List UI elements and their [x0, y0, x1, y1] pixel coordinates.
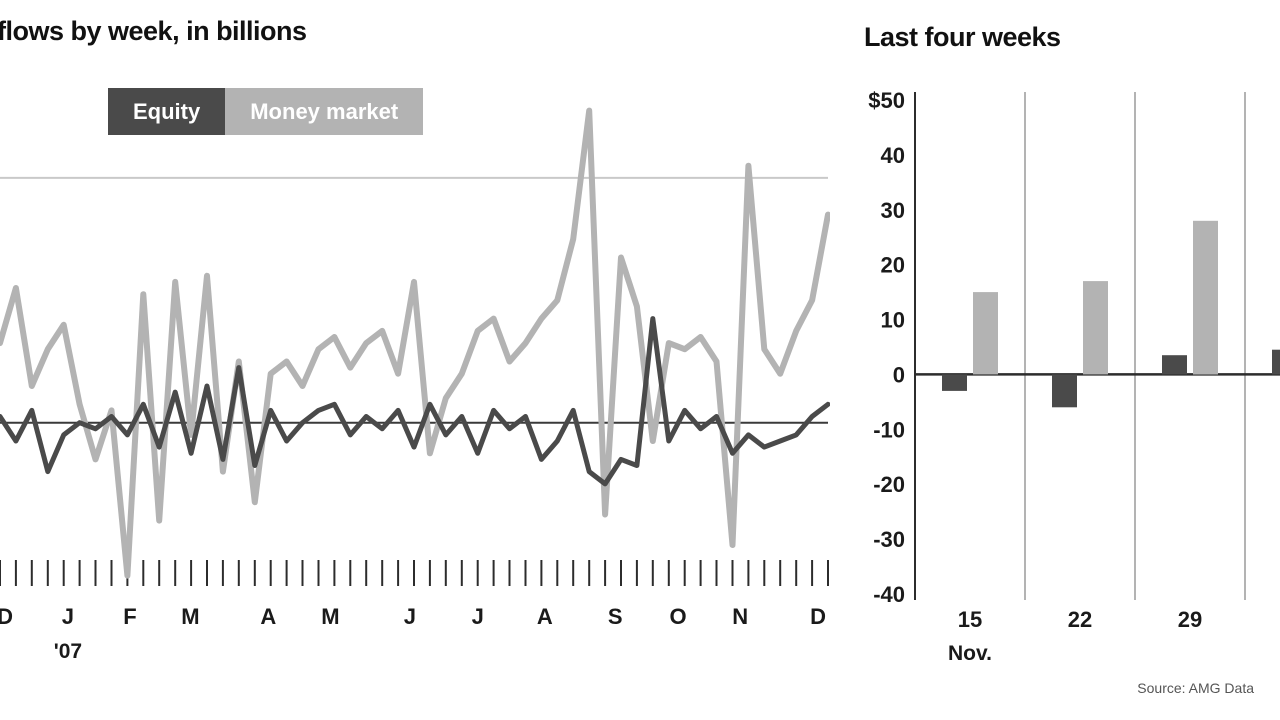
weekly-flows-line-chart: D J F M A M J J A S O N D '07 — [0, 107, 830, 663]
last-four-weeks-title: Last four weeks — [864, 22, 1061, 52]
month-sublabel: Nov. — [948, 642, 992, 665]
y-tick-label: -40 — [873, 582, 905, 607]
y-tick-label: -10 — [873, 417, 905, 442]
month-label: J — [404, 604, 416, 629]
month-label: A — [260, 604, 276, 629]
legend: Equity Money market — [108, 88, 424, 135]
equity-line — [0, 316, 830, 487]
y-tick-label: $50 — [868, 88, 905, 113]
month-label: J — [472, 604, 484, 629]
equity-bar — [942, 374, 967, 391]
y-tick-label: 20 — [881, 253, 905, 278]
last-four-weeks-bar-chart: $50 40 30 20 10 0 -10 -20 -30 -40 15 Nov. 22 29 — [868, 88, 1280, 665]
y-tick-label: -30 — [873, 527, 905, 552]
source-credit: Source: AMG Data — [1137, 680, 1254, 696]
y-tick-label: 10 — [881, 308, 905, 333]
month-label: S — [608, 604, 623, 629]
year-label: '07 — [54, 640, 82, 663]
equity-bar — [1052, 374, 1077, 408]
money-market-bar — [1083, 281, 1108, 375]
month-label: O — [670, 604, 687, 629]
equity-bar — [1272, 349, 1280, 375]
month-label: J — [62, 604, 74, 629]
legend-equity: Equity — [108, 88, 226, 135]
month-label: M — [181, 604, 199, 629]
y-tick-label: -20 — [873, 472, 905, 497]
month-label: F — [123, 604, 136, 629]
legend-money-market: Money market — [225, 88, 424, 135]
equity-bar — [1162, 355, 1187, 375]
money-market-bar — [1193, 220, 1218, 375]
month-label: D — [0, 604, 13, 629]
month-label: M — [321, 604, 339, 629]
week-label: 15 — [958, 607, 982, 632]
week-label: 29 — [1178, 607, 1202, 632]
y-tick-label: 30 — [881, 198, 905, 223]
money-market-line — [0, 107, 830, 579]
week-label: 22 — [1068, 607, 1092, 632]
money-market-bar — [973, 292, 998, 375]
month-label: A — [537, 604, 553, 629]
y-tick-label: 0 — [893, 362, 905, 387]
y-tick-label: 40 — [881, 143, 905, 168]
month-label: N — [732, 604, 748, 629]
weekly-flows-title: flows by week, in billions — [0, 16, 307, 46]
month-label: D — [810, 604, 826, 629]
